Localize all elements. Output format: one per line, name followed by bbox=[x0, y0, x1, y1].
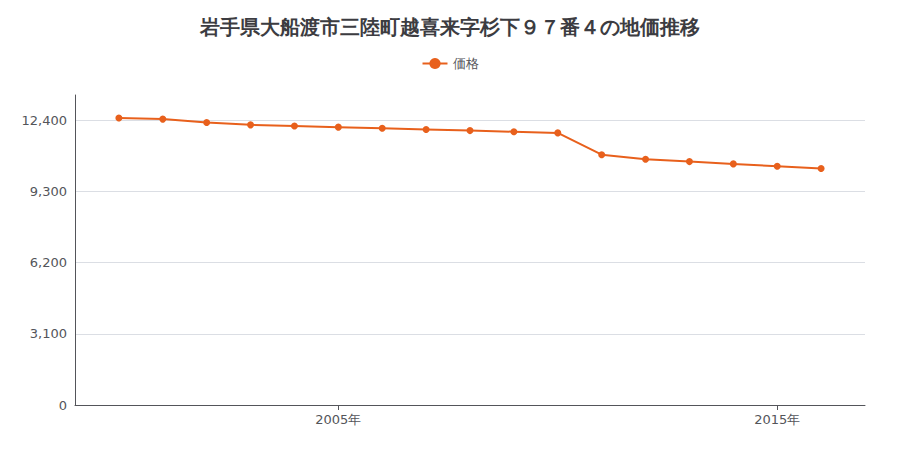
svg-text:2015年: 2015年 bbox=[754, 412, 800, 427]
svg-text:12,400: 12,400 bbox=[22, 113, 68, 128]
svg-text:2005年: 2005年 bbox=[315, 412, 361, 427]
svg-text:9,300: 9,300 bbox=[30, 184, 67, 199]
svg-text:6,200: 6,200 bbox=[30, 255, 67, 270]
svg-text:価格: 価格 bbox=[453, 56, 479, 71]
svg-text:3,100: 3,100 bbox=[30, 326, 67, 341]
svg-text:岩手県大船渡市三陸町越喜来字杉下９７番４の地価推移: 岩手県大船渡市三陸町越喜来字杉下９７番４の地価推移 bbox=[199, 15, 700, 39]
svg-text:0: 0 bbox=[59, 398, 67, 413]
